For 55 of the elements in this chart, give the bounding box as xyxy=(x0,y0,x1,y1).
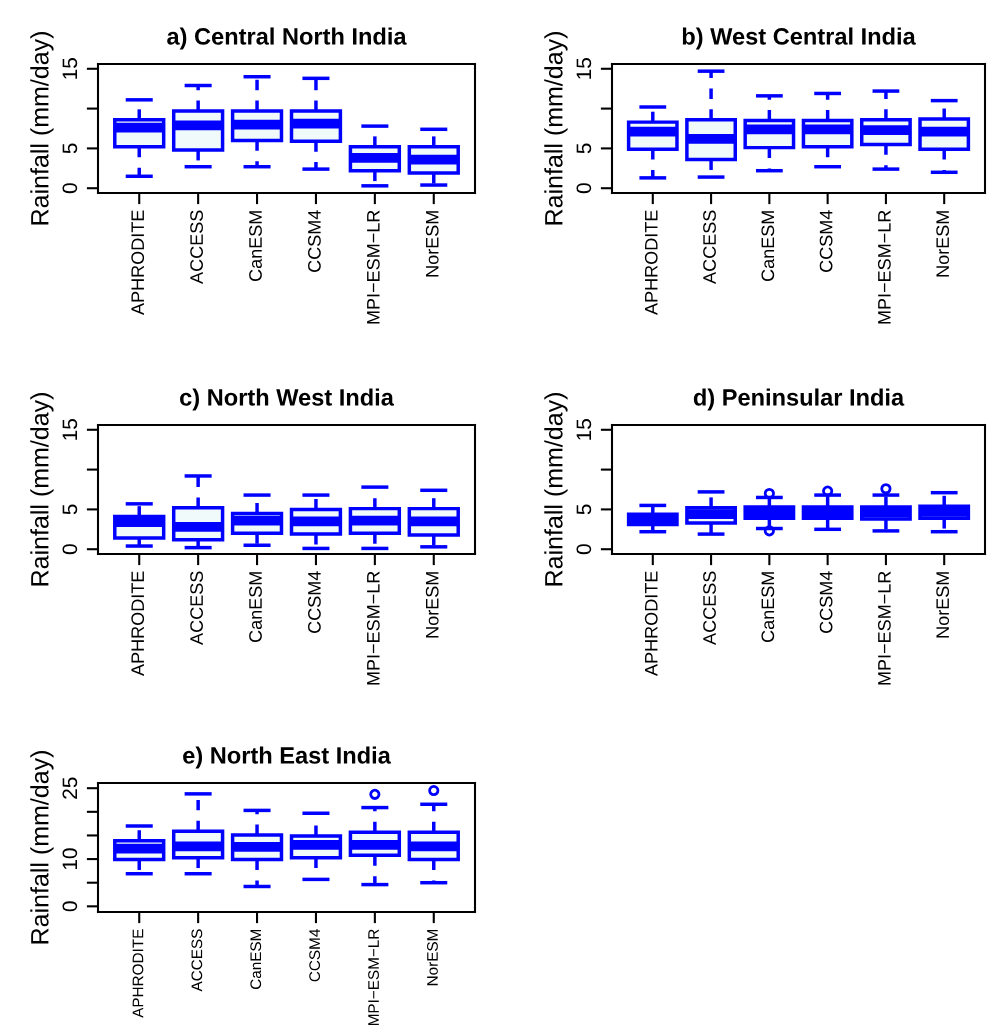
y-axis-title: Rainfall (mm/day) xyxy=(544,32,568,225)
x-tick-label: MPI−ESM−LR xyxy=(368,929,379,1026)
x-tick-label: NorESM xyxy=(936,572,950,638)
x-tick-label: NorESM xyxy=(936,211,950,277)
x-tick-label: NorESM xyxy=(425,211,439,277)
x-tick-label: APHRODITE xyxy=(131,571,145,676)
x-tick-label: CCSM4 xyxy=(308,571,321,633)
y-tick-label: 5 xyxy=(62,143,78,154)
y-tick-label: 5 xyxy=(576,504,592,515)
x-tick-label: CanESM xyxy=(250,929,262,990)
x-tick-label: CCSM4 xyxy=(309,929,321,982)
chart-title: d) Peninsular India xyxy=(693,388,905,411)
x-tick-label: CanESM xyxy=(249,572,262,642)
x-tick-label: CanESM xyxy=(761,211,775,281)
y-tick-label: 0 xyxy=(62,183,78,194)
x-tick-label: ACCESS xyxy=(191,929,203,992)
x-tick-label: MPI−ESM−LR xyxy=(366,571,380,685)
chart-title: e) North East India xyxy=(183,746,391,769)
y-tick-label: 15 xyxy=(62,58,78,79)
x-tick-label: MPI−ESM−LR xyxy=(366,210,380,324)
y-tick-label: 0 xyxy=(62,901,78,912)
y-tick-label: 15 xyxy=(576,419,592,440)
x-tick-label: ACCESS xyxy=(703,571,716,645)
x-tick-label: MPI−ESM−LR xyxy=(877,210,891,324)
y-tick-label: 5 xyxy=(576,143,592,154)
x-tick-label: NorESM xyxy=(427,929,438,986)
x-tick-label: CCSM4 xyxy=(819,210,833,272)
x-tick-label: APHRODITE xyxy=(644,210,658,315)
chart-title: c) North West India xyxy=(180,388,395,411)
chart-title: b) West Central India xyxy=(682,27,916,50)
x-tick-label: APHRODITE xyxy=(644,571,658,676)
x-tick-label: CCSM4 xyxy=(308,210,321,272)
y-axis-title: Rainfall (mm/day) xyxy=(30,32,54,225)
x-tick-label: ACCESS xyxy=(190,210,203,284)
y-tick-label: 0 xyxy=(576,183,592,194)
x-tick-label: APHRODITE xyxy=(131,210,145,315)
y-tick-label: 15 xyxy=(576,58,592,79)
x-tick-label: APHRODITE xyxy=(132,929,144,1018)
x-tick-label: CCSM4 xyxy=(819,571,833,633)
y-tick-label: 5 xyxy=(62,504,78,515)
chart-title: a) Central North India xyxy=(167,27,407,50)
x-tick-label: NorESM xyxy=(425,572,439,638)
y-axis-title: Rainfall (mm/day) xyxy=(30,751,54,944)
y-tick-label: 10 xyxy=(62,848,78,870)
y-tick-label: 0 xyxy=(62,544,78,555)
x-tick-label: ACCESS xyxy=(703,210,716,284)
y-axis-title: Rainfall (mm/day) xyxy=(544,393,568,586)
y-axis-title: Rainfall (mm/day) xyxy=(30,393,54,586)
x-tick-label: CanESM xyxy=(761,572,775,642)
y-tick-label: 0 xyxy=(576,544,592,555)
x-tick-label: ACCESS xyxy=(190,571,203,645)
y-tick-label: 15 xyxy=(62,419,78,440)
x-tick-label: MPI−ESM−LR xyxy=(877,571,891,685)
x-tick-label: CanESM xyxy=(249,211,262,281)
y-tick-label: 25 xyxy=(62,777,78,799)
